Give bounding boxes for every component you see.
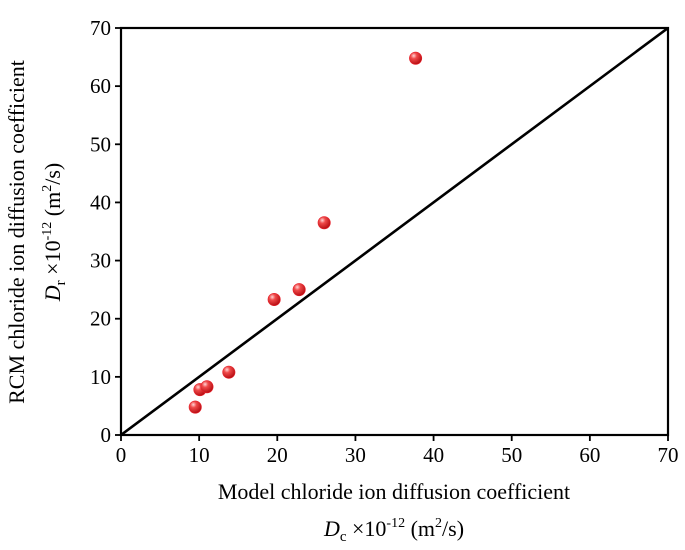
- x-tick-label: 20: [267, 443, 288, 467]
- y-tick-label: 30: [90, 249, 111, 273]
- y-tick-label: 40: [90, 190, 111, 214]
- reference-line-y-equals-x: [121, 28, 668, 435]
- data-point-3: [200, 380, 214, 394]
- data-point-1: [188, 400, 202, 414]
- data-point-6: [292, 283, 306, 297]
- y-tick-label: 50: [90, 132, 111, 156]
- x-tick-label: 70: [658, 443, 679, 467]
- x-tick-label: 10: [189, 443, 210, 467]
- plot-frame: [119, 26, 670, 437]
- x-tick-label: 60: [579, 443, 600, 467]
- y-tick-label: 60: [90, 74, 111, 98]
- data-point-8: [409, 51, 423, 65]
- y-tick-label: 70: [90, 16, 111, 40]
- x-tick-label: 40: [423, 443, 444, 467]
- data-point-4: [222, 365, 236, 379]
- x-tick-label: 30: [345, 443, 366, 467]
- data-point-7: [317, 216, 331, 230]
- y-tick-label: 10: [90, 365, 111, 389]
- y-axis-title-line2: Dr ×10-12 (m2/s): [40, 163, 69, 302]
- x-axis-title-line2: Dc ×10-12 (m2/s): [323, 516, 464, 545]
- y-tick-label: 0: [101, 423, 112, 447]
- y-tick-label: 20: [90, 307, 111, 331]
- x-tick-label: 0: [116, 443, 127, 467]
- x-axis-title-line1: Model chloride ion diffusion coefficient: [218, 479, 570, 504]
- x-tick-label: 50: [501, 443, 522, 467]
- data-point-5: [267, 293, 281, 307]
- y-axis-title-line1: RCM chloride ion diffusion coefficient: [4, 60, 29, 404]
